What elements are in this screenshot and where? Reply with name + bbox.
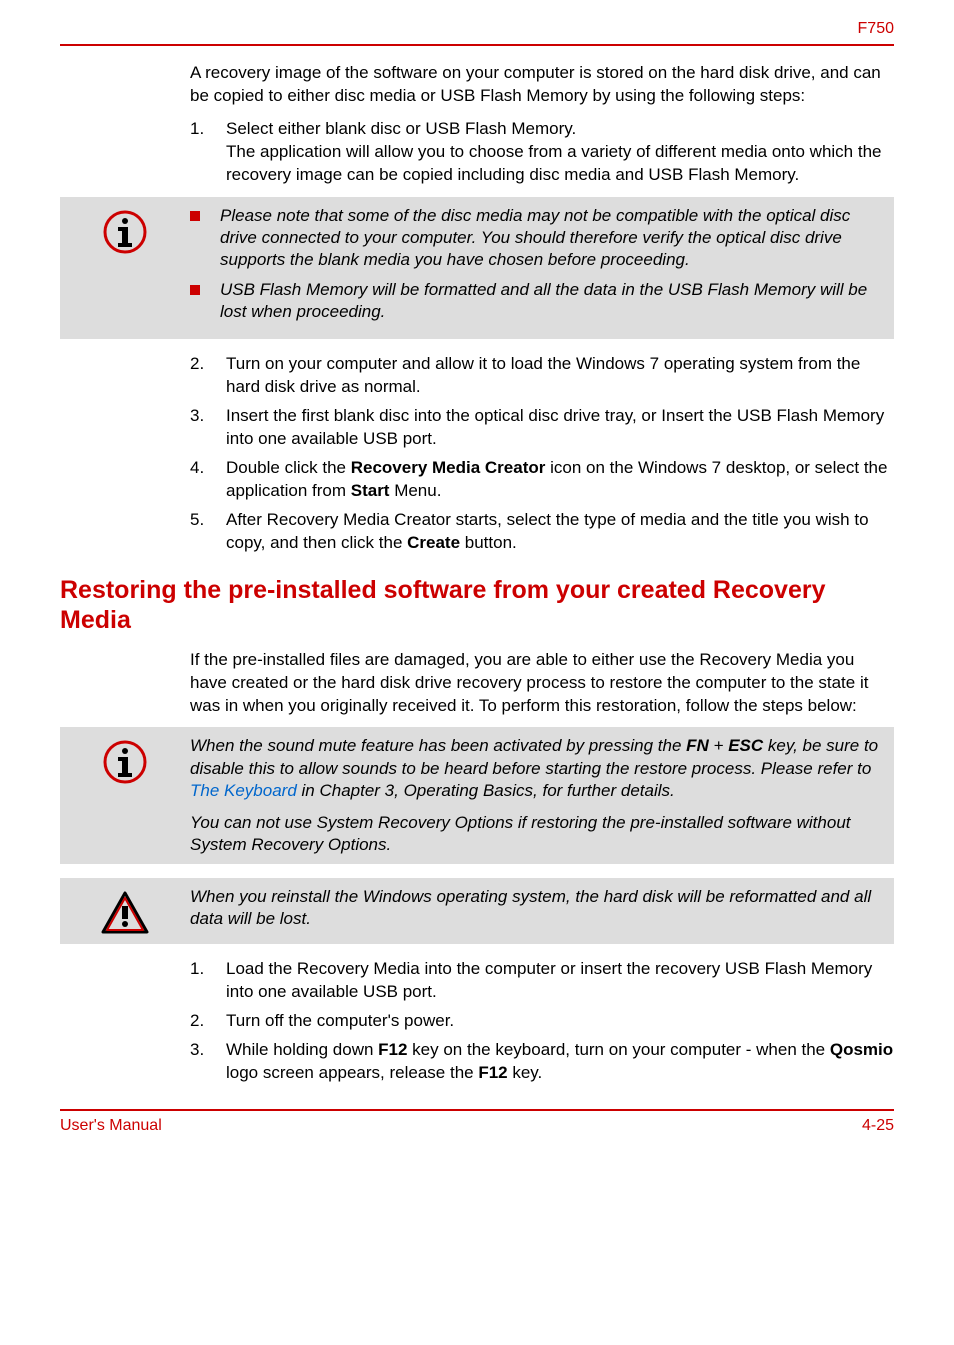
step-number: 5. [190, 509, 226, 555]
note1-b2: USB Flash Memory will be formatted and a… [220, 279, 884, 323]
n2-post: in Chapter 3, Operating Basics, for furt… [297, 781, 675, 800]
list-item: 5. After Recovery Media Creator starts, … [190, 509, 894, 555]
step-number: 2. [190, 353, 226, 399]
step-number: 3. [190, 1039, 226, 1085]
list-item: 2. Turn off the computer's power. [190, 1010, 894, 1033]
b3-mid2: logo screen appears, release the [226, 1063, 478, 1082]
list-item: 3. While holding down F12 key on the key… [190, 1039, 894, 1085]
bullet-icon [190, 279, 220, 323]
note-content: When you reinstall the Windows operating… [190, 886, 884, 936]
restore-intro: If the pre-installed files are damaged, … [190, 649, 894, 718]
s5-post: button. [460, 533, 517, 552]
list-item: 2. Turn on your computer and allow it to… [190, 353, 894, 399]
warning-note: When you reinstall the Windows operating… [60, 878, 894, 944]
b3-b1: F12 [378, 1040, 407, 1059]
s4-b1: Recovery Media Creator [351, 458, 546, 477]
step-text: While holding down F12 key on the keyboa… [226, 1039, 894, 1085]
intro-text: A recovery image of the software on your… [190, 62, 894, 108]
step-number: 1. [190, 118, 226, 187]
header-rule [60, 44, 894, 46]
step-text: Double click the Recovery Media Creator … [226, 457, 894, 503]
header-model: F750 [60, 20, 894, 38]
steps-b-block: 1. Load the Recovery Media into the comp… [190, 958, 894, 1085]
n2-esc: ESC [728, 736, 763, 755]
step-text: Turn off the computer's power. [226, 1010, 894, 1033]
list-item: 1. Load the Recovery Media into the comp… [190, 958, 894, 1004]
icon-column [60, 205, 190, 331]
step-text: Load the Recovery Media into the compute… [226, 958, 894, 1004]
note2-p2: You can not use System Recovery Options … [190, 812, 884, 856]
b3-b3: F12 [478, 1063, 507, 1082]
footer-right: 4-25 [862, 1117, 894, 1135]
section-heading: Restoring the pre-installed software fro… [60, 575, 894, 635]
page-footer: User's Manual 4-25 [60, 1109, 894, 1135]
note2-p1: When the sound mute feature has been act… [190, 735, 884, 801]
step1-line2: The application will allow you to choose… [226, 142, 881, 184]
steps-a-block: 2. Turn on your computer and allow it to… [190, 353, 894, 555]
list-item: 1. Select either blank disc or USB Flash… [190, 118, 894, 187]
step-text: Insert the first blank disc into the opt… [226, 405, 894, 451]
s4-b2: Start [351, 481, 390, 500]
step-list-2: 2. Turn on your computer and allow it to… [190, 353, 894, 555]
bullet-item: USB Flash Memory will be formatted and a… [190, 279, 884, 323]
s4-pre: Double click the [226, 458, 351, 477]
step-text: After Recovery Media Creator starts, sel… [226, 509, 894, 555]
step-text: Turn on your computer and allow it to lo… [226, 353, 894, 399]
list-item: 3. Insert the first blank disc into the … [190, 405, 894, 451]
n2-pre: When the sound mute feature has been act… [190, 736, 686, 755]
list-item: 4. Double click the Recovery Media Creat… [190, 457, 894, 503]
s5-b: Create [407, 533, 460, 552]
info-note-2: When the sound mute feature has been act… [60, 727, 894, 863]
page-container: F750 A recovery image of the software on… [0, 0, 954, 1165]
step1-line1: Select either blank disc or USB Flash Me… [226, 119, 576, 138]
bullet-icon [190, 205, 220, 271]
s4-post: Menu. [389, 481, 441, 500]
b3-b2: Qosmio [830, 1040, 893, 1059]
step-list-1: 1. Select either blank disc or USB Flash… [190, 118, 894, 187]
note-content: Please note that some of the disc media … [190, 205, 884, 331]
b3-pre: While holding down [226, 1040, 378, 1059]
b3-post: key. [508, 1063, 543, 1082]
note1-b1: Please note that some of the disc media … [220, 205, 884, 271]
step-list-3: 1. Load the Recovery Media into the comp… [190, 958, 894, 1085]
info-note-1: Please note that some of the disc media … [60, 197, 894, 339]
note3-text: When you reinstall the Windows operating… [190, 886, 884, 930]
info-icon [102, 739, 148, 785]
keyboard-link[interactable]: The Keyboard [190, 781, 297, 800]
step-number: 4. [190, 457, 226, 503]
icon-column [60, 735, 190, 855]
step-number: 3. [190, 405, 226, 451]
bullet-item: Please note that some of the disc media … [190, 205, 884, 271]
footer-left: User's Manual [60, 1117, 162, 1135]
s5-pre: After Recovery Media Creator starts, sel… [226, 510, 869, 552]
n2-plus: + [709, 736, 728, 755]
step-number: 1. [190, 958, 226, 1004]
intro-block: A recovery image of the software on your… [190, 62, 894, 187]
note-content: When the sound mute feature has been act… [190, 735, 884, 855]
step-number: 2. [190, 1010, 226, 1033]
b3-mid: key on the keyboard, turn on your comput… [407, 1040, 829, 1059]
icon-column [60, 886, 190, 936]
restore-intro-block: If the pre-installed files are damaged, … [190, 649, 894, 718]
step-text: Select either blank disc or USB Flash Me… [226, 118, 894, 187]
n2-fn: FN [686, 736, 709, 755]
info-icon [102, 209, 148, 255]
warning-icon [100, 890, 150, 936]
